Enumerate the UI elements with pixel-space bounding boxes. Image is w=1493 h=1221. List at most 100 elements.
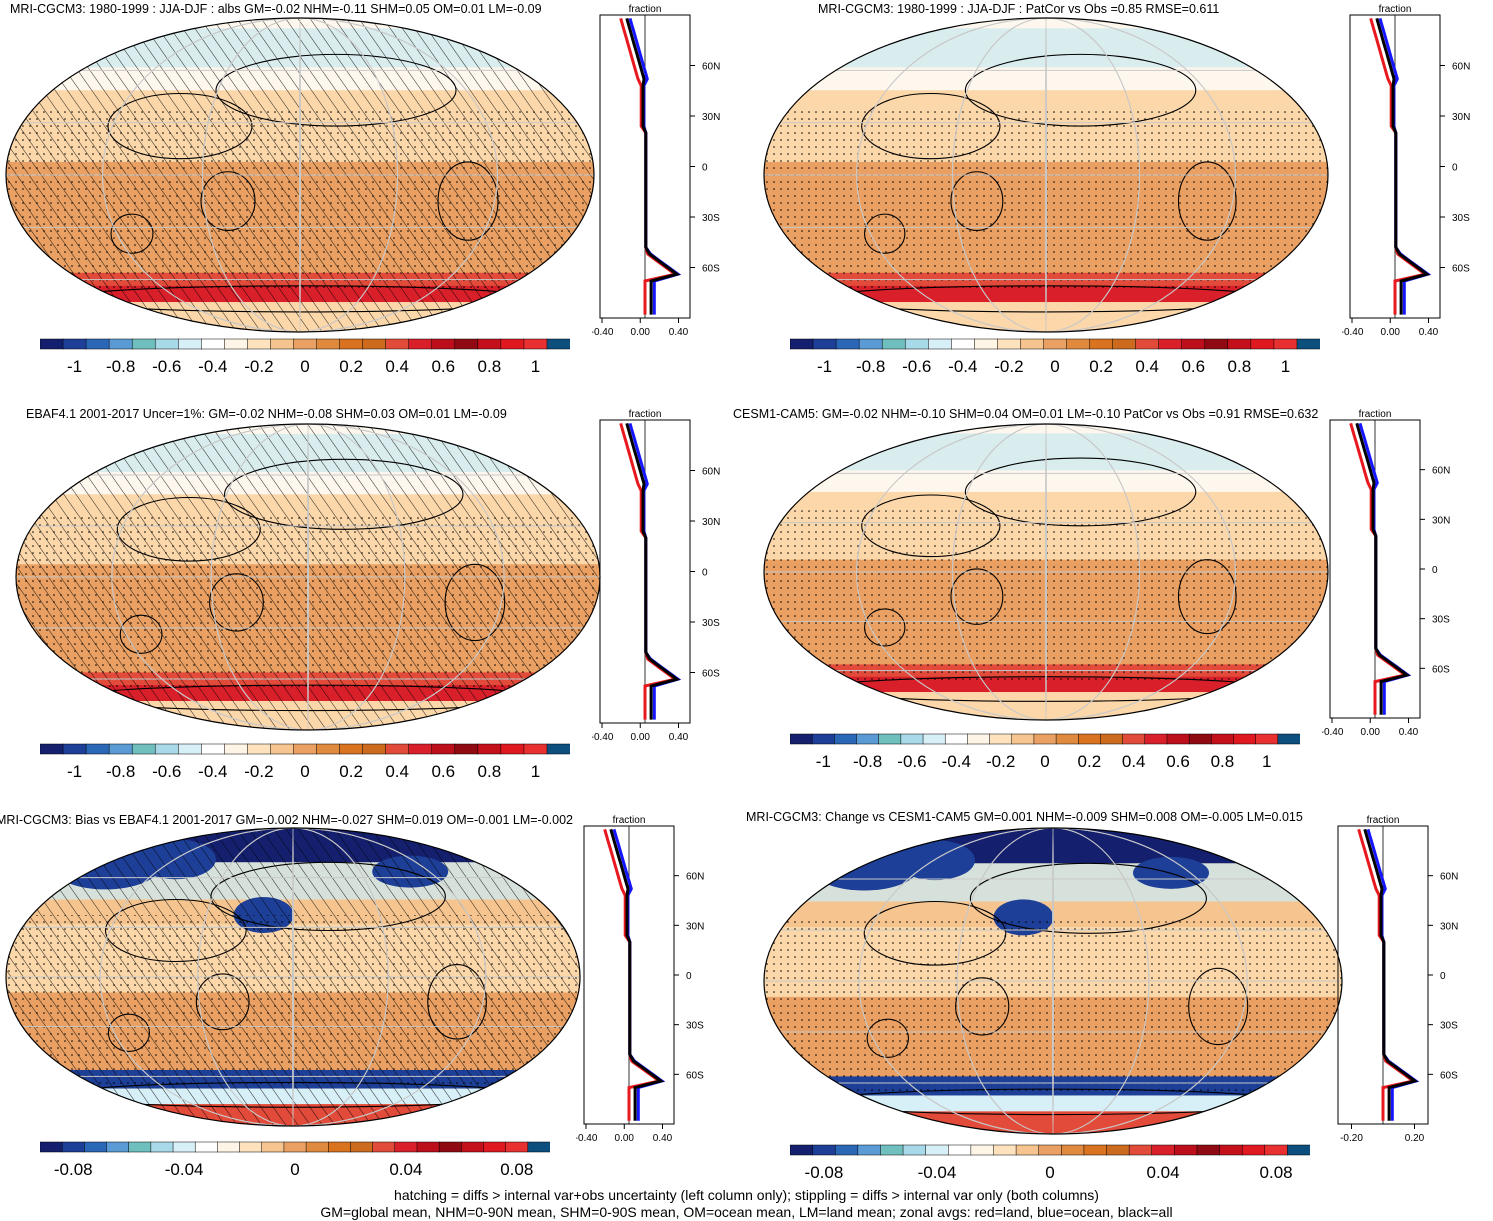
- colorbar-swatch: [1015, 1144, 1040, 1156]
- colorbar-swatch: [362, 743, 387, 755]
- colorbar-swatch: [454, 743, 479, 755]
- colorbar-label: 1: [1262, 752, 1271, 771]
- colorbar-label: -0.2: [244, 357, 273, 376]
- colorbar-swatch: [904, 338, 929, 350]
- colorbar-swatch: [1128, 1144, 1153, 1156]
- colorbar-label: -0.6: [897, 752, 926, 771]
- colorbar-swatch: [339, 743, 364, 755]
- colorbar-label: -0.2: [994, 357, 1023, 376]
- colorbar-panel-2: -1 -0.8 -0.6 -0.4 -0.2 0 0.2 0.4 0.6 0.8 1: [790, 338, 1320, 376]
- colorbar-label: 0.6: [431, 762, 455, 781]
- colorbar-label: -0.6: [152, 762, 181, 781]
- lat-tick-label: 60N: [1432, 466, 1450, 477]
- colorbar-label: -0.4: [948, 357, 977, 376]
- colorbar-swatch: [454, 338, 479, 350]
- colorbar-label: 0.4: [1135, 357, 1159, 376]
- colorbar-swatch: [878, 733, 902, 745]
- panel-title: MRI-CGCM3: Bias vs EBAF4.1 2001-2017 GM=…: [0, 813, 573, 827]
- colorbar-label: -1: [816, 752, 831, 771]
- zonal-plot-title: fraction: [1379, 4, 1412, 15]
- colorbar-swatch: [350, 1141, 374, 1153]
- colorbar-swatch: [224, 338, 248, 350]
- colorbar-swatch: [902, 1144, 927, 1156]
- colorbar-swatch: [1106, 1144, 1130, 1156]
- colorbar-label: 0.6: [431, 357, 455, 376]
- colorbar-label: -1: [67, 357, 82, 376]
- x-tick-label: -0.40: [592, 327, 614, 338]
- colorbar-swatch: [362, 338, 387, 350]
- map-panel-2: [763, 17, 1329, 333]
- x-tick-label: 0.00: [631, 732, 651, 743]
- colorbar-label: 0.6: [1181, 357, 1205, 376]
- colorbar-swatch: [201, 743, 225, 755]
- x-tick-label: -0.20: [1340, 1133, 1363, 1144]
- footer-line-1: hatching = diffs > internal var+obs unce…: [394, 1187, 1099, 1203]
- colorbar-swatch: [993, 1144, 1017, 1156]
- colorbar-swatch: [239, 1141, 263, 1153]
- zonal-plot-title: fraction: [629, 409, 662, 420]
- colorbar-label: -0.8: [106, 762, 135, 781]
- zonal-plot-6: fraction 60N 30N 0 30S 60S -0.20 0.20: [1337, 815, 1458, 1144]
- colorbar-swatch: [500, 743, 525, 755]
- colorbar-swatch: [316, 743, 341, 755]
- colorbar-swatch: [270, 338, 295, 350]
- colorbar-swatch: [178, 743, 202, 755]
- colorbar-swatch: [812, 1144, 836, 1156]
- colorbar-swatch: [293, 743, 318, 755]
- x-tick-label: 0.00: [1361, 727, 1381, 738]
- colorbar-swatch: [1227, 338, 1252, 350]
- colorbar-label: 0.08: [500, 1160, 533, 1179]
- lat-tick-label: 60S: [1452, 264, 1470, 275]
- colorbar-swatch: [1043, 338, 1068, 350]
- x-tick-label: -0.40: [576, 1133, 598, 1144]
- colorbar-label: 0.8: [478, 762, 502, 781]
- lat-tick-label: 60N: [686, 872, 704, 883]
- zonal-plot-4: fraction 60N 30N 0 30S 60S -0.40 0.00 0.40: [1322, 409, 1450, 738]
- colorbar-swatch: [416, 1141, 440, 1153]
- colorbar-swatch: [106, 1141, 130, 1153]
- colorbar-swatch: [1158, 338, 1183, 350]
- colorbar-swatch: [283, 1141, 307, 1153]
- colorbar-swatch: [928, 338, 952, 350]
- footer-line-2: GM=global mean, NHM=0-90N mean, SHM=0-90…: [320, 1204, 1173, 1220]
- colorbar-swatch: [997, 338, 1021, 350]
- zonal-plot-5: fraction 60N 30N 0 30S 60S -0.40 0.00 0.40: [576, 815, 704, 1144]
- colorbar-swatch: [224, 743, 248, 755]
- colorbar-swatch: [385, 338, 410, 350]
- colorbar-swatch: [1196, 1144, 1221, 1156]
- colorbar-swatch: [1083, 1144, 1108, 1156]
- colorbar-swatch: [1100, 733, 1124, 745]
- lat-tick-label: 60N: [702, 62, 720, 73]
- lat-tick-label: 60N: [1452, 62, 1470, 73]
- colorbar-swatch: [857, 1144, 881, 1156]
- colorbar-panel-1: -1 -0.8 -0.6 -0.4 -0.2 0 0.2 0.4 0.6 0.8 1: [40, 338, 570, 376]
- lat-tick-label: 60S: [1440, 1070, 1458, 1081]
- colorbar-swatch: [546, 743, 570, 755]
- colorbar-label: 0.2: [339, 762, 363, 781]
- colorbar-swatch: [1011, 733, 1035, 745]
- colorbar-label: 1: [531, 357, 540, 376]
- colorbar-swatch: [108, 338, 133, 350]
- colorbar-swatch: [461, 1141, 485, 1153]
- colorbar-swatch: [85, 338, 110, 350]
- colorbar-swatch: [1151, 1144, 1175, 1156]
- colorbar-swatch: [201, 338, 225, 350]
- colorbar-swatch: [1211, 733, 1235, 745]
- lat-tick-label: 60N: [702, 467, 720, 478]
- colorbar-swatch: [967, 733, 991, 745]
- lat-tick-label: 30S: [686, 1021, 704, 1032]
- colorbar-swatch: [477, 743, 502, 755]
- colorbar-swatch: [328, 1141, 351, 1153]
- x-tick-label: 0.00: [631, 327, 651, 338]
- colorbar-swatch: [131, 338, 156, 350]
- colorbar-label: 1: [1281, 357, 1290, 376]
- colorbar-panel-3: -1 -0.8 -0.6 -0.4 -0.2 0 0.2 0.4 0.6 0.8 1: [40, 743, 570, 781]
- lat-tick-label: 60S: [702, 669, 720, 680]
- colorbar-swatch: [1296, 338, 1320, 350]
- x-tick-label: 0.00: [615, 1133, 635, 1144]
- colorbar-swatch: [1144, 733, 1168, 745]
- colorbar-swatch: [790, 733, 813, 745]
- colorbar-label: -0.6: [902, 357, 931, 376]
- colorbar-label: -1: [817, 357, 832, 376]
- colorbar-swatch: [880, 1144, 904, 1156]
